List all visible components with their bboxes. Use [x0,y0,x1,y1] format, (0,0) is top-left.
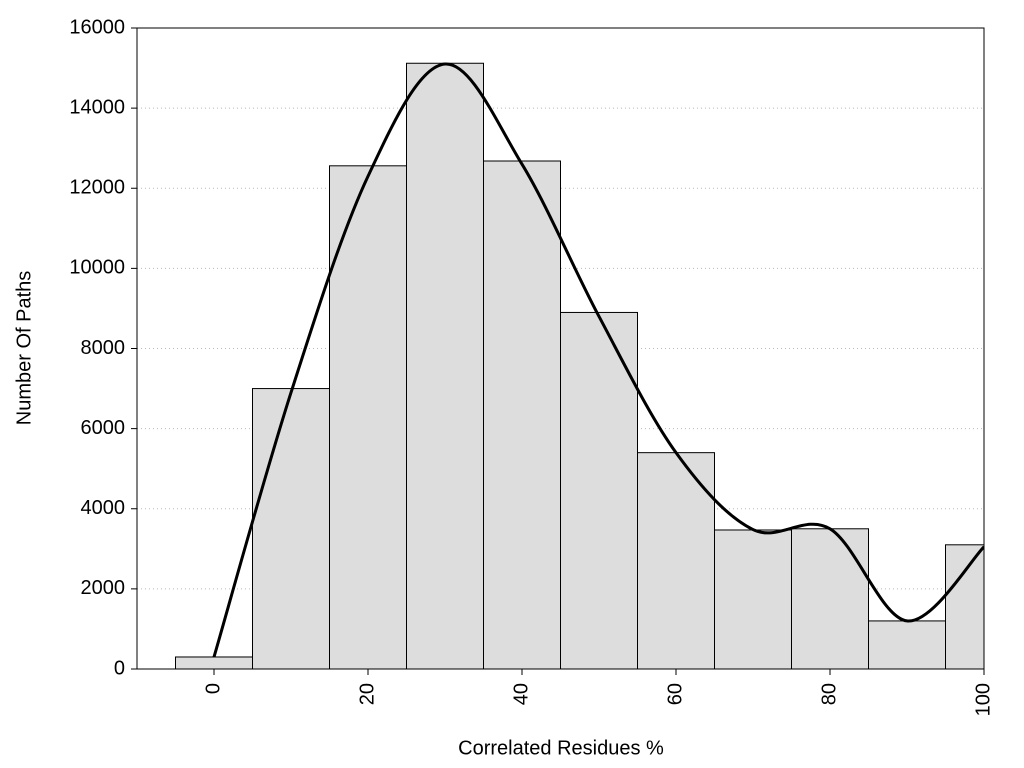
y-tick-label: 0 [114,657,125,679]
bar [175,656,253,669]
plot-frame [136,27,985,670]
x-tick-label: 0 [202,683,224,694]
y-tick-label: 10000 [69,257,125,279]
x-tick-label: 60 [664,683,686,705]
y-tick-label: 12000 [69,177,125,199]
y-tick-label: 8000 [81,337,126,359]
y-tick-label: 6000 [81,417,126,439]
y-tick-label: 16000 [69,16,125,38]
bar [252,388,330,669]
plot-area [175,62,984,669]
x-tick-label: 20 [356,683,378,705]
bar [637,452,715,669]
bar [483,160,561,669]
x-tick-label: 80 [818,683,840,705]
bar [868,620,946,669]
y-axis-label: Number Of Paths [13,271,35,426]
y-tick-label: 2000 [81,577,126,599]
y-tick-label: 14000 [69,96,125,118]
density-curve [212,62,984,658]
x-tick-label: 40 [510,683,532,705]
bar [791,528,869,669]
bar [560,311,638,669]
y-tick-label: 4000 [81,497,126,519]
bar [945,544,984,669]
bar [714,529,792,669]
bar [406,62,484,669]
x-axis-label: Correlated Residues % [458,737,664,759]
x-tick-label: 100 [972,683,994,716]
bar [329,165,407,669]
